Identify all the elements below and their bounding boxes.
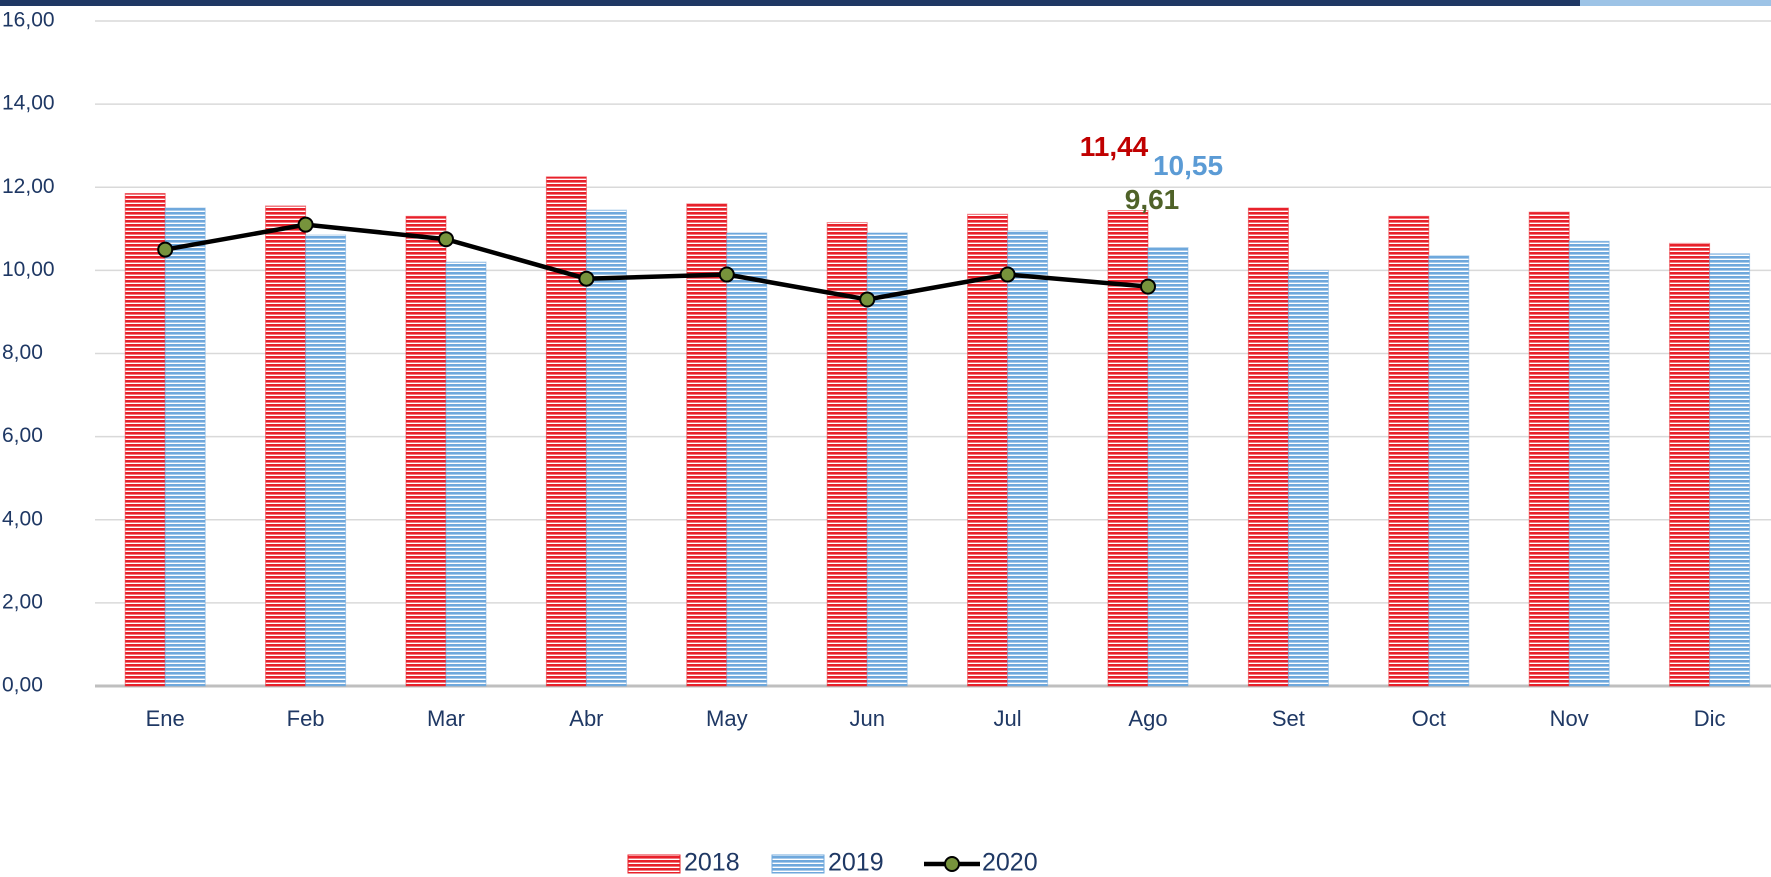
bar — [265, 205, 307, 687]
bar — [1147, 247, 1189, 687]
top-border — [0, 0, 1580, 6]
y-tick-label: 14,00 — [2, 92, 55, 115]
bar — [1247, 207, 1289, 687]
y-tick-label: 6,00 — [2, 424, 43, 447]
top-border-accent — [1580, 0, 1771, 6]
y-tick-label: 4,00 — [2, 507, 43, 530]
legend-marker — [944, 856, 960, 872]
bar — [1568, 240, 1610, 687]
x-tick-label: Ago — [1128, 706, 1167, 731]
bar — [445, 261, 487, 687]
y-tick-label: 16,00 — [2, 9, 55, 32]
y-tick-label: 8,00 — [2, 341, 43, 364]
bar — [1287, 269, 1329, 687]
data-label: 11,44 — [1080, 131, 1149, 162]
bar — [305, 234, 347, 687]
bar — [1669, 242, 1711, 687]
legend-label: 2019 — [828, 849, 884, 877]
y-tick-label: 10,00 — [2, 258, 55, 281]
bar — [405, 215, 447, 687]
x-tick-label: Jul — [994, 706, 1022, 731]
legend-label: 2018 — [684, 849, 740, 877]
bar — [164, 207, 206, 687]
x-tick-label: Jun — [849, 706, 884, 731]
line-marker — [1140, 278, 1156, 295]
bar — [726, 232, 768, 687]
line-marker — [578, 270, 595, 287]
y-tick-label: 0,00 — [2, 674, 43, 697]
line — [164, 222, 1149, 302]
x-tick-label: Abr — [569, 706, 603, 731]
x-tick-label: Set — [1272, 706, 1305, 731]
bar — [1428, 255, 1470, 687]
y-tick-label: 12,00 — [2, 175, 55, 198]
x-tick-label: Oct — [1412, 706, 1446, 731]
line-marker — [157, 241, 174, 258]
data-label: 9,61 — [1125, 184, 1180, 215]
bar — [967, 213, 1009, 687]
x-tick-label: Feb — [287, 706, 325, 731]
bar — [1388, 215, 1430, 687]
data-label: 10,55 — [1153, 150, 1223, 181]
bar — [1709, 253, 1751, 687]
legend-swatch — [771, 854, 825, 874]
legend-swatch — [627, 854, 681, 874]
x-tick-label: Ene — [146, 706, 185, 731]
y-tick-label: 2,00 — [2, 590, 43, 613]
bar — [866, 232, 908, 687]
line-marker — [718, 266, 735, 283]
legend-label: 2020 — [982, 849, 1038, 877]
line-marker — [859, 291, 876, 308]
bar — [585, 209, 627, 687]
x-tick-label: Nov — [1550, 706, 1589, 731]
line-marker — [999, 266, 1016, 283]
line-marker — [297, 216, 314, 233]
x-tick-label: May — [706, 706, 748, 731]
bar — [1528, 211, 1570, 687]
line-marker — [438, 231, 454, 248]
x-tick-label: Dic — [1694, 706, 1726, 731]
bar — [545, 176, 587, 687]
bar — [1007, 230, 1049, 687]
bar — [124, 192, 166, 687]
x-tick-label: Mar — [427, 706, 465, 731]
